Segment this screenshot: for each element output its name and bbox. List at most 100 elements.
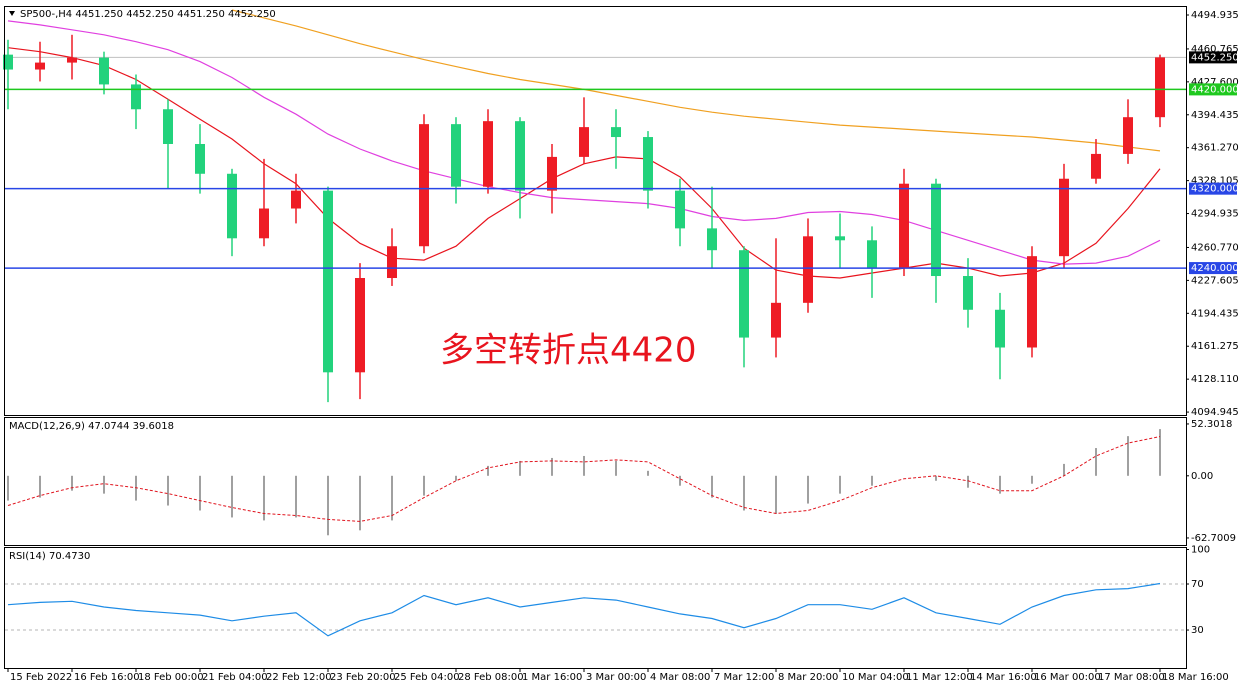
- annotation: 多空转折点4420: [440, 331, 697, 371]
- candle-body: [707, 228, 717, 251]
- macd-bar: [1159, 429, 1161, 476]
- candle-body: [131, 84, 141, 110]
- x-tick-label: 11 Mar 12:00: [906, 672, 973, 683]
- y-tick-label: 4394.435: [1191, 110, 1239, 121]
- candle-body: [1155, 57, 1165, 118]
- macd-bar: [263, 475, 265, 521]
- candle-body: [67, 57, 77, 63]
- macd-bar: [615, 460, 617, 476]
- x-tick-label: 22 Feb 12:00: [266, 672, 332, 683]
- rsi-title: RSI(14) 70.4730: [9, 551, 90, 562]
- candle-body: [195, 143, 205, 174]
- macd-bar: [647, 470, 649, 476]
- macd-bar: [487, 465, 489, 476]
- y-tick-label: 4227.605: [1191, 275, 1239, 286]
- candle-body: [579, 127, 589, 157]
- macd-bar: [359, 475, 361, 531]
- macd-bar: [679, 475, 681, 486]
- level-label: 4240.000: [1191, 263, 1239, 274]
- y-tick-label: 4194.435: [1191, 308, 1239, 319]
- macd-bar: [871, 475, 873, 486]
- x-tick-label: 17 Mar 08:00: [1098, 672, 1165, 683]
- candle-body: [355, 278, 365, 373]
- macd-bar: [71, 475, 73, 491]
- y-tick-label: 4494.935: [1191, 10, 1239, 21]
- level-label-bg: [1189, 83, 1237, 96]
- macd-bar: [167, 475, 169, 506]
- candle-body: [515, 121, 525, 191]
- macd-panel-frame: [4, 417, 1187, 546]
- x-tick-label: 28 Feb 08:00: [458, 672, 524, 683]
- candle-body: [771, 302, 781, 338]
- x-tick-label: 15 Feb 2022: [10, 672, 72, 683]
- x-tick-label: 1 Mar 16:00: [522, 672, 582, 683]
- macd-bar: [1063, 463, 1065, 476]
- x-tick-label: 23 Feb 20:00: [330, 672, 396, 683]
- level-label: 4320.000: [1191, 184, 1239, 195]
- macd-bar: [967, 475, 969, 488]
- y-tick-label: 4427.600: [1191, 77, 1239, 88]
- y-tick-label: 4260.770: [1191, 242, 1239, 253]
- x-tick-label: 4 Mar 08:00: [650, 672, 710, 683]
- candle-body: [899, 183, 909, 269]
- candle-body: [611, 127, 621, 138]
- x-tick-label: 18 Feb 00:00: [138, 672, 204, 683]
- macd-signal-line: [7, 436, 1161, 522]
- candle-body: [867, 240, 877, 269]
- macd-bar: [231, 475, 233, 518]
- candle-body: [643, 137, 653, 191]
- level-label-bg: [1189, 262, 1237, 275]
- x-tick-label: 25 Feb 04:00: [394, 672, 460, 683]
- macd-bar: [519, 460, 521, 476]
- chart-title: SP500-,H4 4451.250 4452.250 4451.250 445…: [20, 9, 276, 20]
- rsi-panel-frame: [4, 547, 1187, 669]
- x-tick-label: 3 Mar 00:00: [586, 672, 646, 683]
- x-tick-label: 18 Mar 16:00: [1162, 672, 1229, 683]
- y-tick-label: 4128.110: [1191, 374, 1239, 385]
- macd-bar: [1127, 436, 1129, 476]
- macd-bar: [391, 475, 393, 521]
- candle-body: [163, 109, 173, 144]
- candle-body: [291, 190, 301, 209]
- macd-bar: [551, 457, 553, 476]
- candle-body: [963, 276, 973, 310]
- x-tick-label: 14 Mar 16:00: [970, 672, 1037, 683]
- x-tick-label: 16 Feb 16:00: [74, 672, 140, 683]
- menu-triangle[interactable]: [9, 11, 15, 16]
- x-tick-label: 7 Mar 12:00: [714, 672, 774, 683]
- y-tick-label: 0.00: [1191, 471, 1213, 482]
- x-tick-label: 10 Mar 04:00: [842, 672, 909, 683]
- candle-body: [35, 62, 45, 70]
- candle-body: [675, 190, 685, 229]
- candle-body: [483, 121, 493, 187]
- candle-body: [387, 246, 397, 279]
- macd-bar: [1095, 448, 1097, 476]
- candle-body: [1091, 153, 1101, 179]
- candle-body: [99, 57, 109, 85]
- candle-body: [547, 156, 557, 191]
- y-tick-label: 4460.765: [1191, 44, 1239, 55]
- macd-bar: [455, 475, 457, 481]
- candle-body: [419, 124, 429, 247]
- y-tick-label: -62.7009: [1191, 533, 1236, 544]
- candle-body: [835, 236, 845, 241]
- macd-bar: [199, 475, 201, 511]
- macd-bar: [7, 475, 9, 501]
- candle-body: [931, 183, 941, 277]
- macd-bar: [839, 475, 841, 494]
- last-price-label-bg: [1189, 51, 1237, 64]
- x-tick-label: 16 Mar 00:00: [1034, 672, 1101, 683]
- macd-bar: [295, 475, 297, 518]
- level-label: 4420.000: [1191, 84, 1239, 95]
- candle-body: [3, 54, 13, 70]
- macd-bar: [935, 475, 937, 481]
- macd-bar: [807, 475, 809, 504]
- candle-body: [227, 173, 237, 239]
- candle-body: [1027, 256, 1037, 348]
- candle-body: [259, 208, 269, 239]
- macd-bar: [743, 475, 745, 511]
- y-tick-label: 4294.935: [1191, 209, 1239, 220]
- y-tick-label: 52.3018: [1191, 419, 1232, 430]
